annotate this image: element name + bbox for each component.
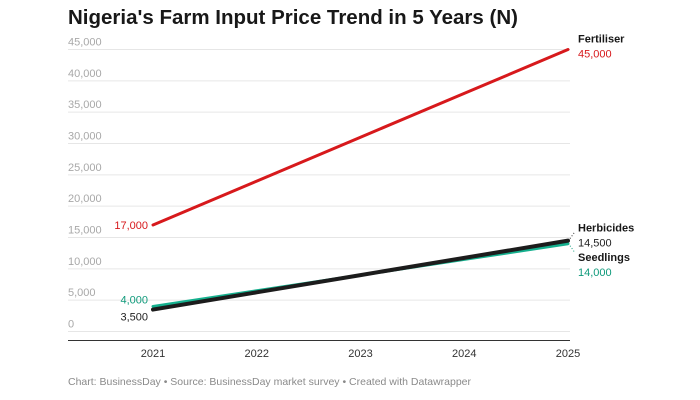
y-tick-label: 35,000 — [68, 99, 102, 111]
y-tick-label: 40,000 — [68, 68, 102, 80]
series-line-herbicides — [151, 238, 570, 312]
start-label-seedlings: 4,000 — [120, 294, 148, 306]
series-line-fertiliser — [151, 48, 570, 227]
y-tick-label: 45,000 — [68, 37, 102, 49]
x-axis-ticks: 2021 2022 2023 2024 2025 — [141, 348, 580, 360]
y-tick-label: 25,000 — [68, 162, 102, 174]
series-name-label-fertiliser: Fertiliser — [578, 34, 625, 46]
end-label-herbicides: 14,500 — [578, 238, 612, 250]
series-name-label-seedlings: Seedlings — [578, 252, 630, 264]
start-label-herbicides: 3,500 — [120, 312, 148, 324]
x-tick-label: 2021 — [141, 348, 165, 360]
end-label-fertiliser: 45,000 — [578, 49, 612, 61]
series-lines — [151, 48, 570, 312]
y-axis-ticks: 0 5,000 10,000 15,000 20,000 25,000 30,000 35,0… — [68, 37, 102, 331]
y-tick-label: 30,000 — [68, 131, 102, 143]
connector-seedlings — [569, 245, 576, 254]
y-tick-label: 5,000 — [68, 287, 96, 299]
x-tick-label: 2025 — [556, 348, 580, 360]
x-tick-label: 2023 — [348, 348, 372, 360]
connector-herbicides — [569, 231, 576, 239]
y-tick-label: 10,000 — [68, 256, 102, 268]
series-name-label-herbicides: Herbicides — [578, 223, 634, 235]
chart-footer-credit: Chart: BusinessDay • Source: BusinessDay… — [68, 376, 472, 388]
chart-title: Nigeria's Farm Input Price Trend in 5 Ye… — [68, 6, 518, 29]
x-tick-label: 2022 — [245, 348, 269, 360]
grid-lines — [68, 49, 570, 341]
y-tick-label: 20,000 — [68, 193, 102, 205]
x-tick-label: 2024 — [452, 348, 476, 360]
y-tick-label: 15,000 — [68, 225, 102, 237]
start-label-fertiliser: 17,000 — [114, 220, 148, 232]
data-labels: 17,000 Fertiliser 45,000 4,000 Seedlings 14,0… — [114, 34, 634, 324]
y-tick-label: 0 — [68, 319, 74, 331]
end-label-seedlings: 14,000 — [578, 267, 612, 279]
